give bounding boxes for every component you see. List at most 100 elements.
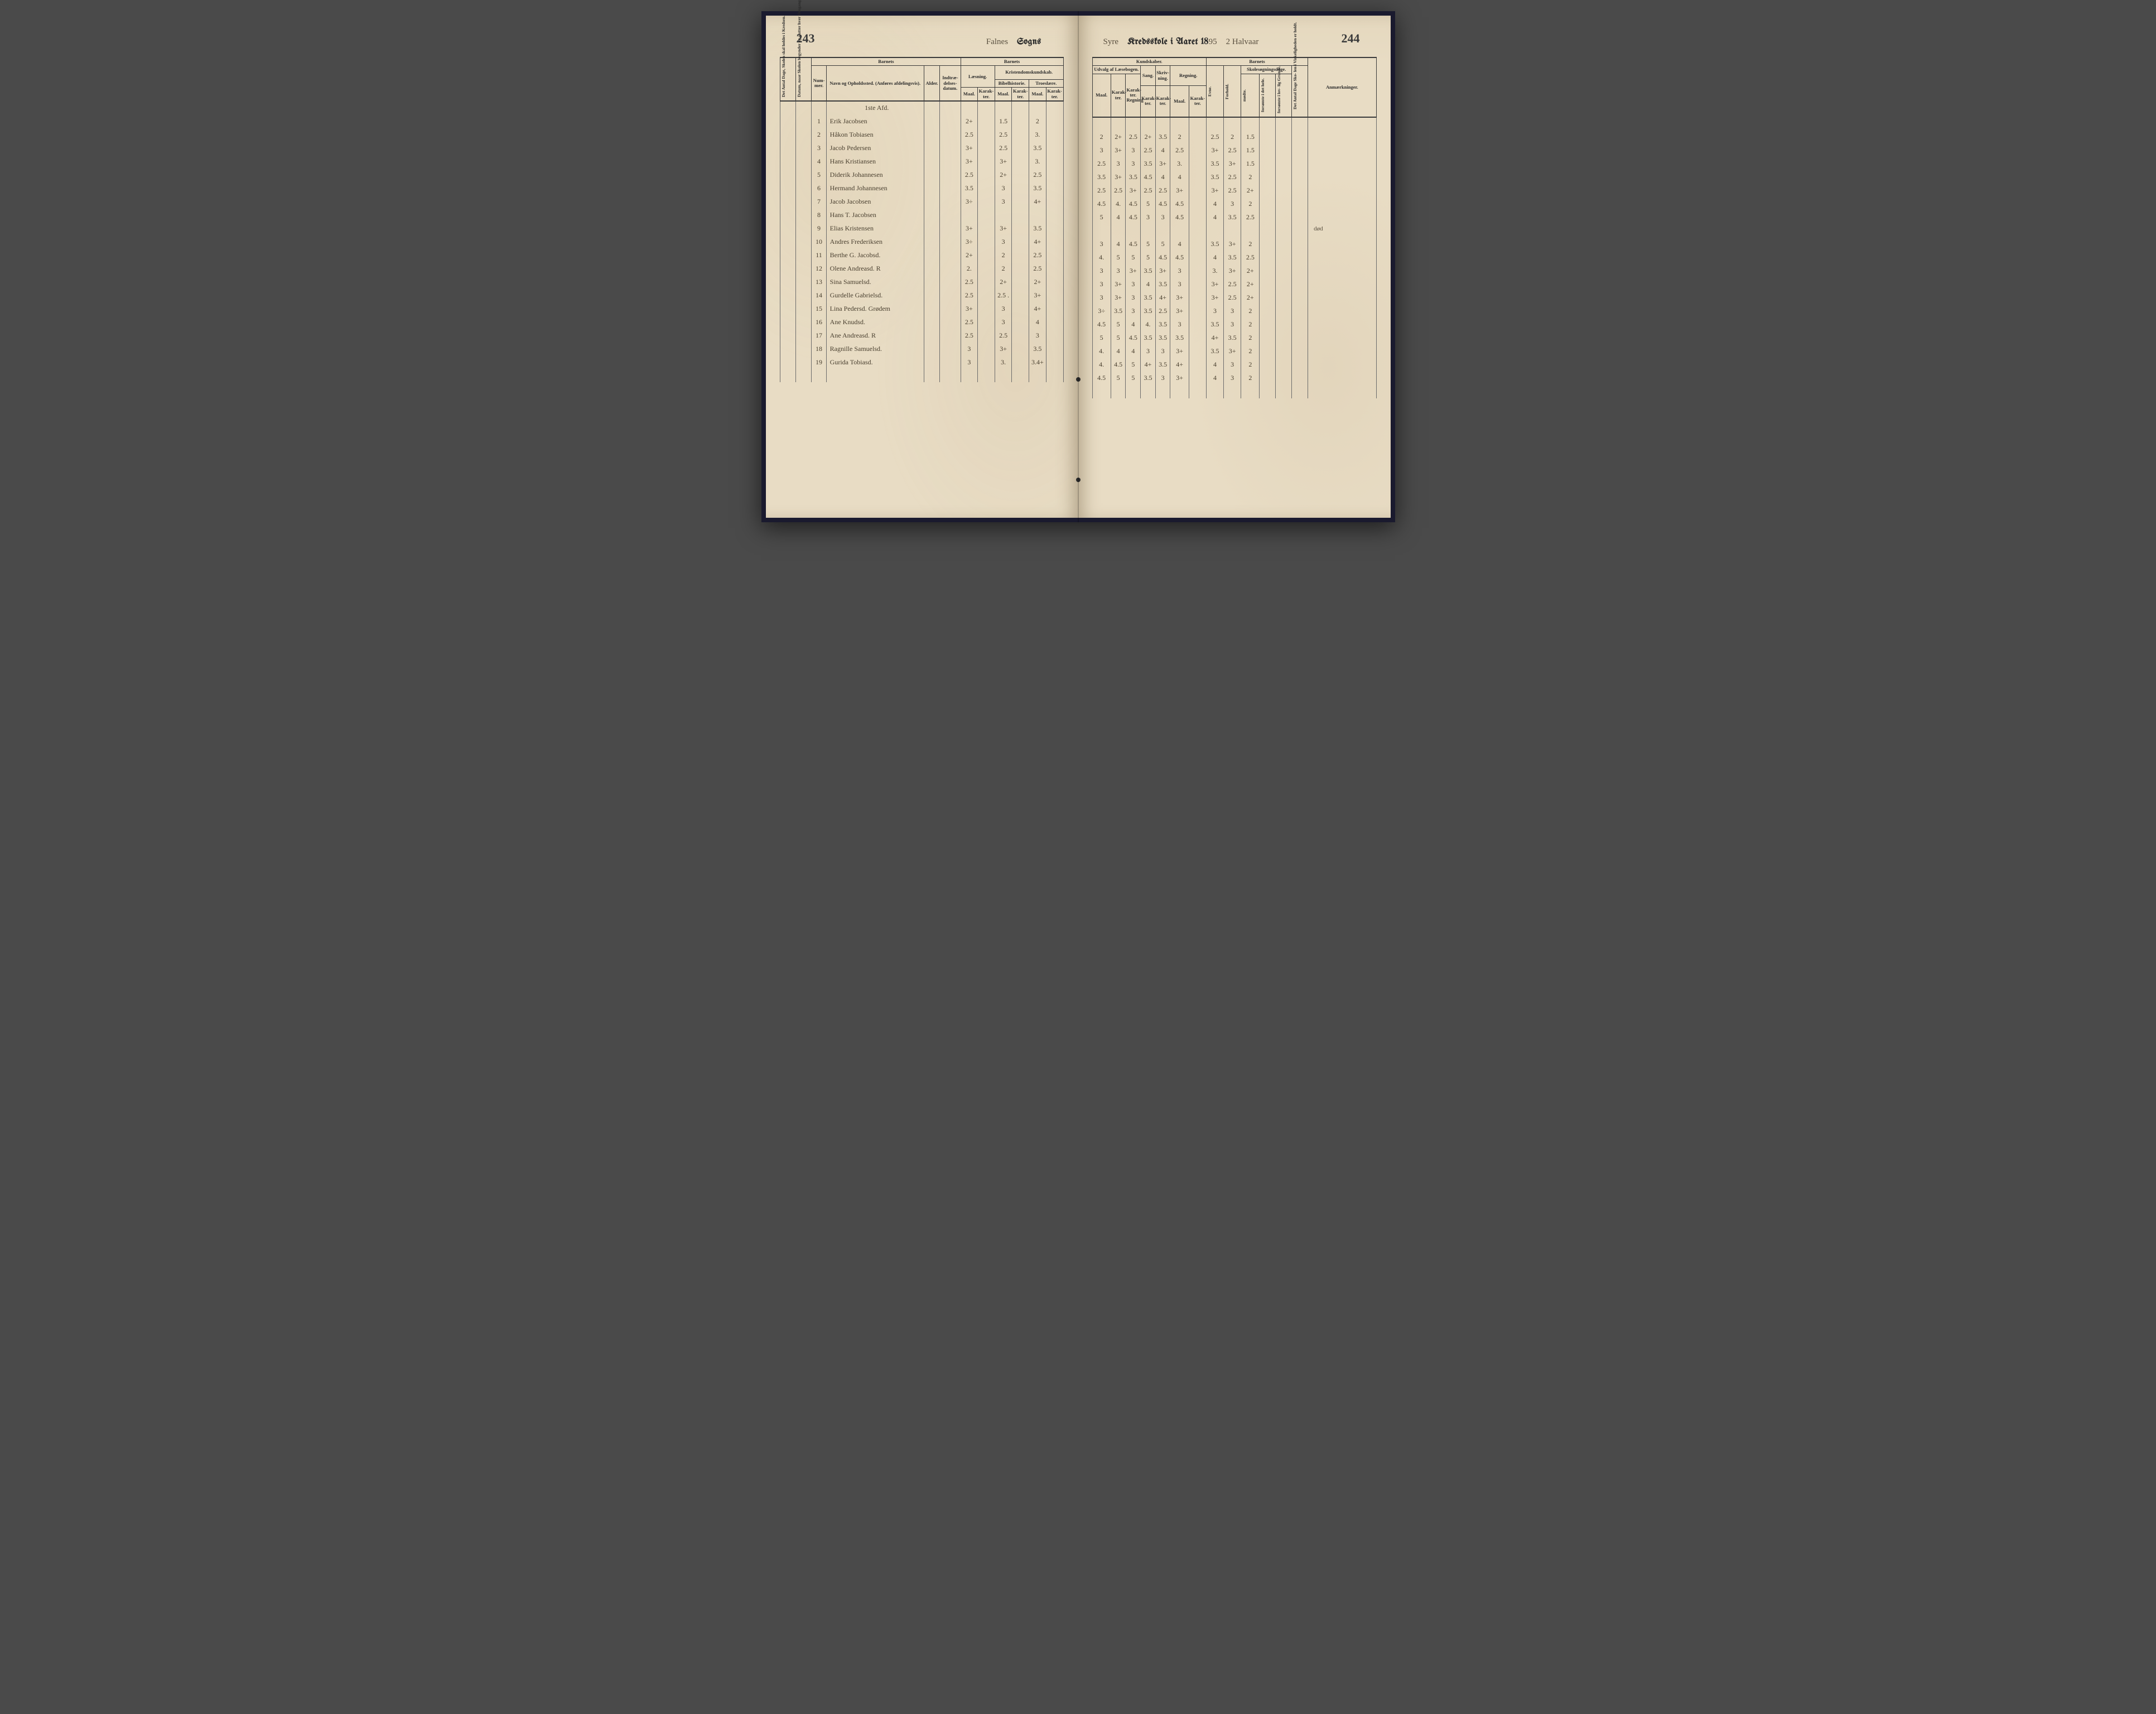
cell: 2 (1241, 305, 1260, 318)
cell (1029, 208, 1046, 222)
cell (1012, 208, 1029, 222)
cell: 3+ (961, 155, 978, 168)
cell: 3 (1092, 278, 1111, 291)
cell: 2.5 (995, 141, 1012, 155)
cell: 3+ (1206, 278, 1223, 291)
cell: 2.5 (995, 128, 1012, 141)
cell: 2.5 (1141, 144, 1156, 157)
cell: 3 (1126, 157, 1141, 171)
remarks-cell (1308, 251, 1376, 264)
hdr-anm: Anmærkninger. (1308, 57, 1376, 117)
cell: 3 (995, 315, 1012, 329)
cell: 3. (1206, 264, 1223, 278)
cell: 3. (1029, 128, 1046, 141)
table-row: 33+343.533+2.52+ (1092, 278, 1376, 291)
cell: 3 (1170, 318, 1189, 331)
cell: 4 (1206, 211, 1223, 224)
cell (1046, 315, 1063, 329)
row-number: 18 (812, 342, 826, 355)
cell: 3 (961, 355, 978, 369)
hdr-b-maal: Maal. (995, 88, 1012, 101)
cell: 3+ (1224, 157, 1241, 171)
row-name: Andres Frederiksen (826, 235, 924, 248)
row-name: Diderik Johannesen (826, 168, 924, 181)
table-row: 4.54.4.554.54.5432 (1092, 198, 1376, 211)
table-row: 8Hans T. Jacobsen (780, 208, 1063, 222)
cell: 3 (961, 342, 978, 355)
cell (1046, 208, 1063, 222)
remarks-cell (1308, 184, 1376, 198)
cell: 2 (1241, 372, 1260, 385)
cell: 3+ (961, 141, 978, 155)
row-number: 10 (812, 235, 826, 248)
cell (1012, 315, 1029, 329)
cell (978, 235, 995, 248)
cell: 3.5 (1206, 157, 1223, 171)
remark: død (1314, 225, 1323, 232)
cell: 1.5 (1241, 131, 1260, 144)
cell: 5 (1126, 372, 1141, 385)
table-row: 3Jacob Pedersen3+2.53.5 (780, 141, 1063, 155)
cell: 2.5 (995, 329, 1012, 342)
left-filler (780, 369, 1063, 382)
cell: 2.5 (1126, 131, 1141, 144)
cell: 3.5 (1141, 264, 1156, 278)
hdr-kundskaber: Kundskaber. (1092, 57, 1206, 66)
cell: 4 (1111, 345, 1126, 358)
cell: 3.5 (1111, 305, 1126, 318)
cell: 2.5 (961, 168, 978, 181)
hdr-bibel: Bibelhistorie. (995, 79, 1029, 87)
cell (1012, 302, 1029, 315)
cell (1189, 144, 1206, 157)
cell: 4. (1111, 198, 1126, 211)
cell: 3 (1126, 305, 1141, 318)
table-row: 2.5333.53+3.3.53+1.5 (1092, 157, 1376, 171)
cell (1012, 181, 1029, 195)
cell: 2 (995, 262, 1012, 275)
hdr-sang: Sang. (1141, 66, 1156, 86)
cell: 3.5 (1206, 345, 1223, 358)
cell (1012, 329, 1029, 342)
cell: 3+ (1170, 184, 1189, 198)
table-row: 14Gurdelle Gabrielsd.2.52.5 .3+ (780, 288, 1063, 302)
hdr-virkelig: Det Antal Dage Sko- len i Virkeligheden … (1292, 71, 1298, 112)
cell (978, 355, 995, 369)
table-row: 4.44333+3.53+2 (1092, 345, 1376, 358)
cell (1126, 224, 1141, 238)
right-table: Kundskaber. Barnets Anmærkninger. Udvalg… (1092, 57, 1377, 398)
cell (1189, 198, 1206, 211)
cell: 2.5 (961, 288, 978, 302)
cell (1046, 302, 1063, 315)
row-name: Olene Andreasd. R (826, 262, 924, 275)
cell: 1.5 (1241, 144, 1260, 157)
cell: 2.5 (1141, 184, 1156, 198)
table-row: 10Andres Frederiksen3÷34+ (780, 235, 1063, 248)
row-name: Ane Andreasd. R (826, 329, 924, 342)
hdr-regning: Regning. (1170, 66, 1206, 86)
cell (1189, 278, 1206, 291)
cell: 4+ (1029, 235, 1046, 248)
remarks-cell (1308, 291, 1376, 305)
cell: 3.5 (1029, 342, 1046, 355)
cell: 3.5 (1206, 318, 1223, 331)
cell: 2.5 (1224, 291, 1241, 305)
cell: 2.5 (1206, 131, 1223, 144)
cell: 4. (1092, 358, 1111, 372)
cell (1189, 358, 1206, 372)
cell (1170, 224, 1189, 238)
cell (1189, 372, 1206, 385)
cell: 5 (1111, 372, 1126, 385)
cell: 4. (1092, 251, 1111, 264)
hdr-indtr: Indtræ- delses- datum. (940, 66, 961, 101)
cell: 1.5 (995, 114, 1012, 128)
cell: 2 (1241, 345, 1260, 358)
hdr-r-kar: Karak- ter. (1189, 86, 1206, 117)
row-number: 11 (812, 248, 826, 262)
row-name: Jacob Jacobsen (826, 195, 924, 208)
hdr-u-kar2: Karak- ter. Regning (1126, 74, 1141, 117)
cell: 3+ (995, 222, 1012, 235)
table-row: 4.5553.533+432 (1092, 372, 1376, 385)
table-row: 22+2.52+3.522.521.5 (1092, 131, 1376, 144)
cell: 1.5 (1241, 157, 1260, 171)
cell: 2 (1241, 238, 1260, 251)
